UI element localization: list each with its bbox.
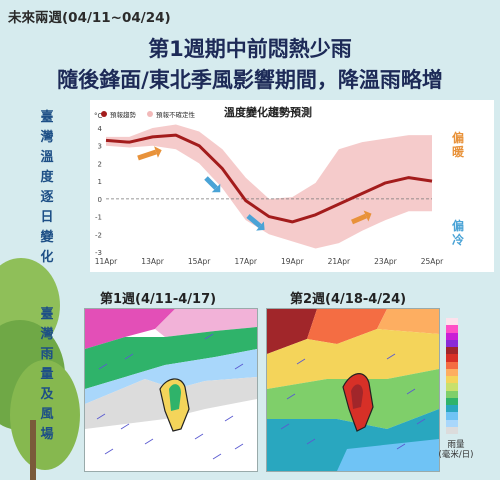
page-title-line2: 隨後鋒面/東北季風影響期間，降溫雨略增 bbox=[57, 68, 443, 92]
colorbar-caption: 雨量 (毫米/日) bbox=[438, 440, 474, 460]
forecast-trend-line bbox=[105, 133, 433, 224]
y-tick-label: 4 bbox=[98, 125, 103, 133]
annotation-cold: 冷 bbox=[452, 232, 464, 247]
x-tick-label: 15Apr bbox=[188, 257, 211, 266]
colorbar-swatch bbox=[446, 332, 458, 340]
trend-arrow bbox=[351, 213, 367, 225]
trend-arrow bbox=[246, 214, 262, 228]
colorbar-swatch bbox=[446, 318, 458, 326]
colorbar-swatch bbox=[446, 325, 458, 333]
chart-title: 溫度變化趨勢預測 bbox=[224, 105, 312, 119]
y-tick-label: -2 bbox=[95, 231, 102, 239]
trend-arrow bbox=[204, 176, 218, 190]
y-axis-unit: °C bbox=[94, 112, 103, 120]
colorbar-swatch bbox=[446, 339, 458, 347]
y-tick-label: 0 bbox=[98, 196, 102, 204]
trend-arrow-head bbox=[211, 183, 221, 193]
y-tick-label: -1 bbox=[95, 214, 102, 222]
temperature-chart-svg: -3 -2 -1 0 1 2 3 4 °C 11Apr 13Apr 15Apr 17Apr 19Apr 21… bbox=[94, 105, 465, 266]
trend-arrow-head bbox=[256, 221, 265, 231]
uncertainty-band bbox=[106, 124, 432, 249]
colorbar-swatch bbox=[446, 361, 458, 369]
colorbar-swatch bbox=[446, 390, 458, 398]
colorbar-swatch bbox=[446, 368, 458, 376]
y-tick-label: -3 bbox=[95, 249, 102, 257]
x-tick-label: 21Apr bbox=[328, 257, 351, 266]
tree-trunk bbox=[30, 420, 36, 480]
decorative-tree bbox=[10, 360, 80, 470]
annotation-warm: 偏 bbox=[452, 130, 464, 145]
trend-arrow-head bbox=[154, 146, 162, 158]
week2-label: 第2週(4/18-4/24) bbox=[290, 292, 407, 307]
colorbar-swatch bbox=[446, 405, 458, 413]
colorbar-swatch bbox=[446, 419, 458, 427]
period-tag: 未來兩週(04/11~04/24) bbox=[8, 10, 171, 26]
colorbar-swatch bbox=[446, 354, 458, 362]
trend-arrow-head bbox=[363, 210, 372, 222]
x-tick-label: 13Apr bbox=[141, 257, 164, 266]
colorbar-swatch bbox=[446, 397, 458, 405]
legend-trend-label: 預報趨勢 bbox=[110, 110, 137, 119]
legend-trend-swatch bbox=[101, 111, 107, 117]
x-tick-label: 23Apr bbox=[374, 257, 397, 266]
week2-map-svg bbox=[267, 309, 439, 471]
legend-uncertainty-swatch bbox=[147, 111, 153, 117]
temperature-trend-chart: -3 -2 -1 0 1 2 3 4 °C 11Apr 13Apr 15Apr 17Apr 19Apr 21… bbox=[90, 100, 494, 272]
legend-uncertainty-label: 預報不確定性 bbox=[156, 110, 196, 119]
week2-rain-map bbox=[266, 308, 440, 472]
annotation-warm: 暖 bbox=[452, 144, 465, 159]
y-tick-label: 2 bbox=[98, 160, 102, 168]
x-tick-label: 11Apr bbox=[95, 257, 118, 266]
colorbar-swatch bbox=[446, 383, 458, 391]
week1-label: 第1週(4/11-4/17) bbox=[100, 292, 217, 307]
side-label-rain-wind: 臺灣雨量及風場 bbox=[40, 307, 54, 442]
week1-map-svg bbox=[85, 309, 257, 460]
trend-arrow bbox=[137, 149, 157, 161]
week1-rain-map bbox=[84, 308, 258, 472]
rain-colorbar bbox=[446, 318, 458, 434]
colorbar-swatch bbox=[446, 376, 458, 384]
side-label-temperature: 臺灣溫度逐日變化 bbox=[40, 110, 54, 265]
page-title-line1: 第1週期中前悶熱少雨 bbox=[148, 37, 352, 61]
colorbar-swatch bbox=[446, 412, 458, 420]
x-tick-label: 19Apr bbox=[281, 257, 304, 266]
y-tick-label: 3 bbox=[98, 143, 102, 151]
colorbar-swatch bbox=[446, 347, 458, 355]
y-tick-label: 1 bbox=[98, 178, 102, 186]
x-tick-label: 25Apr bbox=[421, 257, 444, 266]
x-tick-label: 17Apr bbox=[234, 257, 257, 266]
annotation-cold: 偏 bbox=[452, 218, 464, 233]
colorbar-swatch bbox=[446, 426, 458, 434]
